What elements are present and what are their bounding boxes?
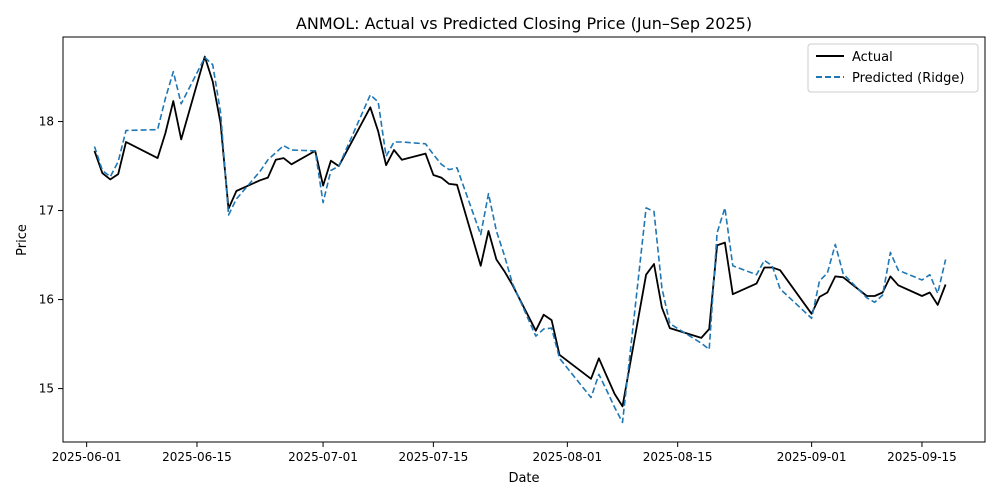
y-tick-label: 15 [39,382,54,396]
x-tick-label: 2025-07-15 [399,450,469,464]
x-axis: 2025-06-01 2025-06-15 2025-07-01 2025-07-15… [52,442,957,464]
series-layer [93,55,947,424]
y-axis-label: Price [15,224,30,256]
x-axis-label: Date [508,471,539,486]
x-tick-label: 2025-06-15 [162,450,232,464]
x-tick-label: 2025-09-01 [777,450,847,464]
legend: Actual Predicted (Ridge) [807,43,979,93]
legend-box [807,43,979,93]
x-tick-label: 2025-06-01 [52,450,122,464]
y-tick-label: 16 [39,293,54,307]
x-tick-label: 2025-08-01 [532,450,602,464]
x-tick-label: 2025-09-15 [887,450,957,464]
x-tick-label: 2025-08-15 [643,450,713,464]
legend-label-actual: Actual [852,50,893,65]
series-line-actual [93,55,947,408]
y-axis: 15 16 17 18 [39,115,63,396]
legend-label-predicted: Predicted (Ridge) [852,71,964,86]
series-line-predicted [93,56,947,424]
x-tick-label: 2025-07-01 [288,450,358,464]
plot-frame [62,36,986,443]
y-tick-label: 18 [39,115,54,129]
y-tick-label: 17 [39,204,54,218]
chart-title: ANMOL: Actual vs Predicted Closing Price… [296,14,752,33]
